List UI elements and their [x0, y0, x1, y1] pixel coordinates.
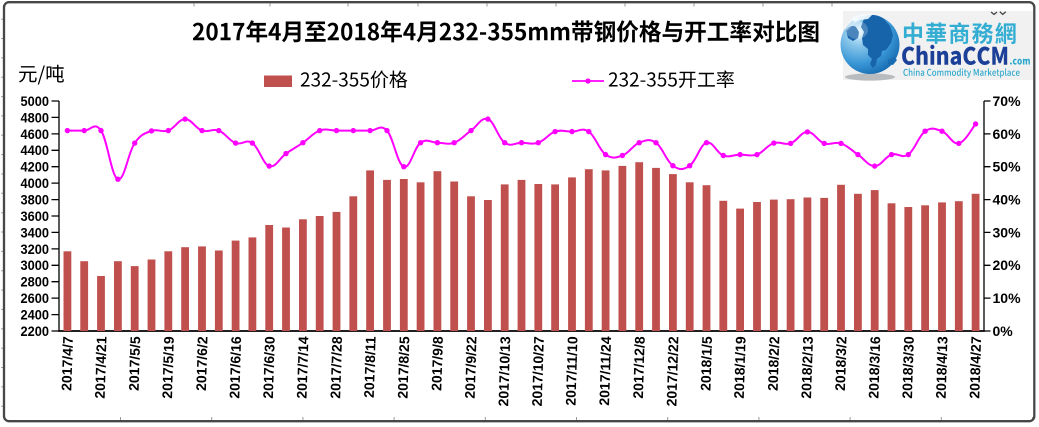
svg-text:2017/7/14: 2017/7/14 — [294, 336, 312, 399]
svg-text:2017/10/27: 2017/10/27 — [529, 336, 547, 407]
svg-text:2017/6/2: 2017/6/2 — [193, 336, 211, 391]
svg-text:2017/8/25: 2017/8/25 — [394, 336, 412, 399]
svg-text:2017/6/30: 2017/6/30 — [260, 336, 278, 399]
svg-text:2800: 2800 — [21, 274, 50, 290]
svg-text:2017/7/28: 2017/7/28 — [327, 336, 345, 399]
svg-text:2018/1/5: 2018/1/5 — [697, 336, 715, 391]
svg-text:4600: 4600 — [21, 126, 50, 142]
svg-text:2018/3/16: 2018/3/16 — [865, 336, 883, 399]
svg-text:2017/12/22: 2017/12/22 — [663, 336, 681, 407]
svg-text:2600: 2600 — [21, 290, 50, 306]
svg-text:0%: 0% — [993, 323, 1014, 339]
svg-text:3000: 3000 — [21, 257, 50, 273]
svg-text:2018/3/2: 2018/3/2 — [832, 336, 850, 391]
svg-text:2018/2/2: 2018/2/2 — [765, 336, 783, 391]
svg-text:2017/12/8: 2017/12/8 — [630, 336, 648, 399]
svg-text:2018/3/30: 2018/3/30 — [899, 336, 917, 399]
svg-text:10%: 10% — [993, 290, 1022, 306]
svg-text:30%: 30% — [993, 224, 1022, 240]
svg-text:2017/11/10: 2017/11/10 — [562, 336, 580, 406]
svg-text:2017/9/8: 2017/9/8 — [428, 336, 446, 391]
svg-text:2018/1/19: 2018/1/19 — [731, 336, 749, 399]
svg-text:2017/11/24: 2017/11/24 — [596, 336, 614, 406]
svg-text:2017/5/5: 2017/5/5 — [126, 336, 144, 391]
svg-text:2017/8/11: 2017/8/11 — [361, 336, 379, 398]
svg-text:3800: 3800 — [21, 192, 50, 208]
svg-text:2017/6/16: 2017/6/16 — [226, 336, 244, 399]
svg-text:4400: 4400 — [21, 142, 50, 158]
svg-text:2017/4/21: 2017/4/21 — [92, 336, 110, 399]
svg-text:2017/5/19: 2017/5/19 — [159, 336, 177, 399]
svg-text:4000: 4000 — [21, 175, 50, 191]
svg-text:2200: 2200 — [21, 323, 50, 339]
svg-text:2400: 2400 — [21, 307, 50, 323]
svg-text:70%: 70% — [993, 93, 1022, 109]
svg-text:4200: 4200 — [21, 159, 50, 175]
svg-text:20%: 20% — [993, 257, 1022, 273]
svg-text:50%: 50% — [993, 159, 1022, 175]
svg-text:2018/4/27: 2018/4/27 — [966, 336, 984, 399]
svg-text:2018/2/13: 2018/2/13 — [798, 336, 816, 399]
svg-text:2017/10/13: 2017/10/13 — [495, 336, 513, 407]
svg-text:60%: 60% — [993, 126, 1022, 142]
svg-text:2018/4/13: 2018/4/13 — [933, 336, 951, 399]
svg-text:2017/9/22: 2017/9/22 — [462, 336, 480, 399]
svg-text:40%: 40% — [993, 192, 1022, 208]
svg-text:3400: 3400 — [21, 224, 50, 240]
svg-text:3600: 3600 — [21, 208, 50, 224]
svg-text:3200: 3200 — [21, 241, 50, 257]
svg-text:4800: 4800 — [21, 109, 50, 125]
svg-text:2017/4/7: 2017/4/7 — [58, 336, 76, 391]
svg-text:5000: 5000 — [21, 93, 50, 109]
